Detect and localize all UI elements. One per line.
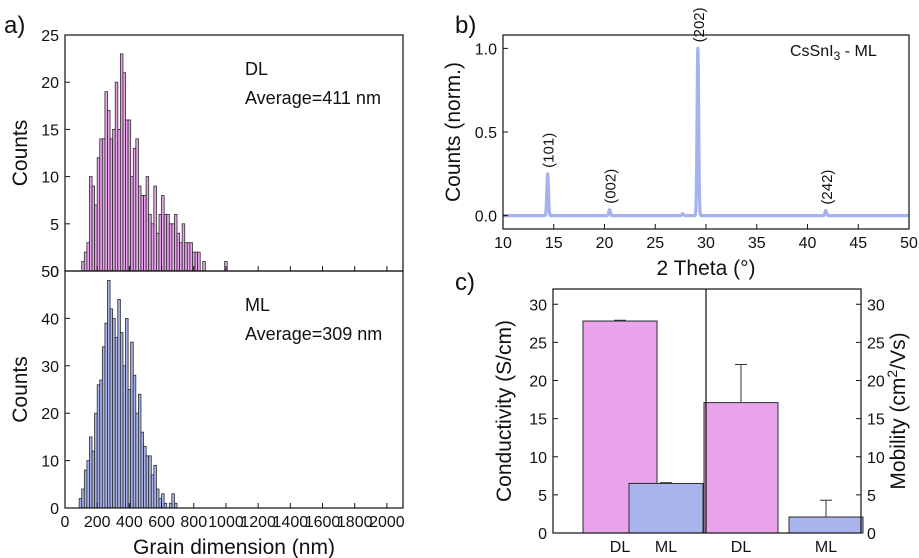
xrd-pattern: 10 15 20 25 30 35 40 45 50 0.0 0.5 1.0 2 Theta (°) Co… (442, 7, 918, 280)
y-tick-label-left: 30 (529, 297, 547, 314)
y-tick-label-left: 5 (538, 488, 547, 505)
x-axis-label: 2 Theta (°) (656, 257, 755, 280)
y-tick-label: 25 (41, 28, 59, 45)
legend-label: CsSnI3 - ML (790, 43, 877, 63)
y-tick-label: 20 (41, 406, 59, 423)
legend-main: CsSnI (790, 43, 834, 60)
y-axis-label: Counts (9, 120, 32, 187)
x-tick-label: 1400 (273, 514, 309, 531)
y-axis-label: Counts (norm.) (442, 62, 465, 202)
conductivity-mobility-bars: DL ML DL ML 0 0 5 5 10 10 15 15 20 20 25 25 30 30 Conducti… (493, 288, 910, 556)
x-tick-label: 1200 (240, 514, 276, 531)
bar-dl (703, 402, 779, 534)
y-tick-label: 0.0 (475, 209, 497, 226)
y-tick-label-right: 0 (867, 526, 876, 543)
y-tick-label-left: 25 (529, 335, 547, 352)
category-label: ML (655, 539, 677, 556)
plot-frame (502, 34, 910, 230)
x-tick-label: 200 (84, 514, 111, 531)
y-tick-label-right: 30 (867, 297, 885, 314)
x-tick-label: 1800 (337, 514, 373, 531)
peak-label: (202) (691, 7, 708, 42)
y-tick-label-left: 20 (529, 374, 547, 391)
x-tick-label: 1000 (208, 514, 244, 531)
y-tick-label: 10 (41, 454, 59, 471)
y-axis-label-right-tail: /Vs) (887, 332, 910, 369)
y-tick-label: 20 (41, 75, 59, 92)
y-tick-label: 1.0 (475, 41, 497, 58)
y-tick-label: 40 (41, 311, 59, 328)
bar-ml (628, 482, 704, 534)
y-tick-label-left: 15 (529, 412, 547, 429)
bar-dl (582, 320, 658, 534)
x-tick-label: 30 (697, 235, 715, 252)
panel-label-a: a) (4, 12, 25, 39)
x-tick-label: 0 (61, 514, 70, 531)
x-tick-label: 35 (748, 235, 766, 252)
category-label: ML (815, 539, 837, 556)
x-tick-label: 1600 (305, 514, 341, 531)
y-tick-label-left: 10 (529, 450, 547, 467)
x-tick-label: 400 (116, 514, 143, 531)
y-tick-label: 0 (50, 501, 59, 518)
y-tick-label: 0 (50, 264, 59, 281)
plot-frame (64, 270, 404, 509)
y-tick-label: 0.5 (475, 125, 497, 142)
x-tick-label: 800 (180, 514, 207, 531)
x-axis-label: Grain dimension (nm) (133, 536, 335, 558)
x-tick-label: 45 (849, 235, 867, 252)
y-tick-label: 30 (41, 359, 59, 376)
histogram-bar (202, 261, 206, 272)
y-axis-label: Counts (9, 356, 32, 423)
annotation-average: Average=309 nm (245, 324, 382, 344)
y-tick-label-right: 5 (867, 488, 876, 505)
x-tick-label: 20 (596, 235, 614, 252)
y-axis-label-right-sup: 2 (884, 370, 900, 378)
legend-tail: - ML (840, 43, 877, 60)
annotation-average: Average=411 nm (245, 88, 381, 108)
bar-ml (788, 516, 864, 534)
y-tick-label: 50 (41, 264, 59, 281)
y-axis-label-right-main: Mobility (cm (887, 378, 910, 490)
annotation-sample: DL (245, 59, 268, 79)
x-tick-label: 2000 (369, 514, 405, 531)
histogram-bar (197, 251, 201, 272)
histogram-bar (163, 502, 168, 509)
annotation-sample: ML (245, 295, 270, 315)
y-tick-label-right: 20 (867, 374, 885, 391)
y-tick-label: 10 (41, 170, 59, 187)
x-tick-label: 40 (799, 235, 817, 252)
y-tick-label-right: 25 (867, 335, 885, 352)
y-axis-label-left: Conductivity (S/cm) (493, 320, 516, 502)
y-tick-label-right: 15 (867, 412, 885, 429)
x-tick-label: 600 (148, 514, 175, 531)
x-tick-label: 25 (646, 235, 664, 252)
x-tick-label: 15 (545, 235, 563, 252)
peak-label: (002) (603, 169, 620, 204)
x-tick-label: 50 (900, 235, 918, 252)
y-tick-label: 5 (50, 217, 59, 234)
legend-subscript: 3 (834, 49, 841, 63)
y-tick-label: 15 (41, 122, 59, 139)
plot-frame (552, 288, 862, 534)
histogram-dl: 0 5 10 15 20 25 Counts DL Average=411 nm (9, 28, 404, 281)
category-label: DL (731, 539, 752, 556)
y-tick-label-left: 0 (538, 526, 547, 543)
xrd-line (501, 46, 911, 218)
panel-label-c: c) (455, 269, 475, 296)
panel-label-b: b) (455, 12, 476, 39)
category-label: DL (610, 539, 631, 556)
x-tick-label: 10 (494, 235, 512, 252)
y-tick-label-right: 10 (867, 450, 885, 467)
histogram-bar (174, 502, 178, 509)
peak-label: (242) (819, 170, 836, 205)
y-axis-label-right: Mobility (cm2/Vs) (884, 332, 910, 489)
peak-label: (101) (541, 133, 558, 168)
